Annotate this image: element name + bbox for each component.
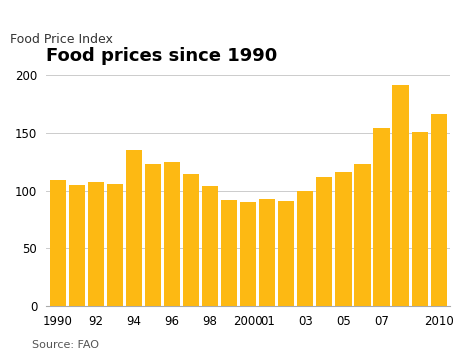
Bar [144,164,161,306]
Bar [201,186,218,306]
Bar [221,200,237,306]
Text: Food prices since 1990: Food prices since 1990 [46,46,277,64]
Bar [125,150,142,306]
Bar [106,184,123,306]
Bar [335,172,351,306]
Bar [163,162,180,306]
Bar [182,174,199,306]
Bar [278,201,294,306]
Bar [297,190,313,306]
Bar [88,182,104,306]
Bar [392,85,408,306]
Bar [240,202,256,306]
Text: Food Price Index: Food Price Index [10,33,113,46]
Bar [316,177,332,306]
Bar [259,199,275,306]
Bar [50,180,66,306]
Text: Source: FAO: Source: FAO [32,340,99,350]
Bar [430,114,446,306]
Bar [354,164,370,306]
Bar [69,185,85,306]
Bar [411,132,427,306]
Bar [373,128,389,306]
